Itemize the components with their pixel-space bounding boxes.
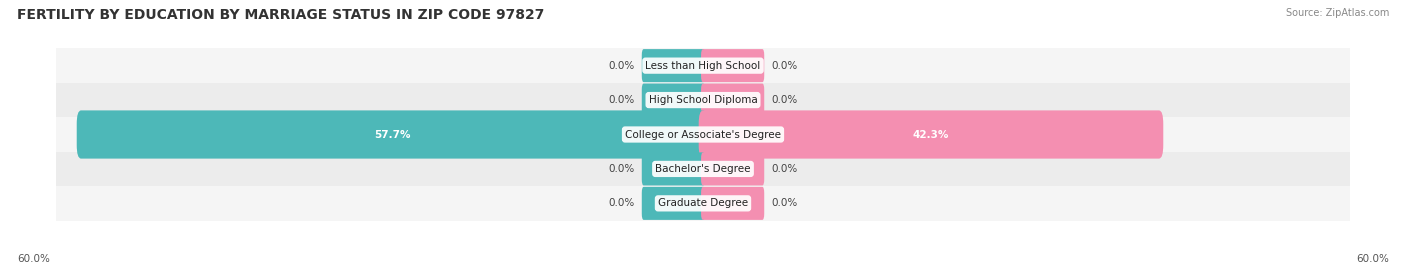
FancyBboxPatch shape [641,84,704,116]
FancyBboxPatch shape [702,187,765,220]
FancyBboxPatch shape [699,110,1163,159]
Text: Graduate Degree: Graduate Degree [658,198,748,208]
Text: FERTILITY BY EDUCATION BY MARRIAGE STATUS IN ZIP CODE 97827: FERTILITY BY EDUCATION BY MARRIAGE STATU… [17,8,544,22]
Text: 42.3%: 42.3% [912,129,949,140]
FancyBboxPatch shape [702,84,765,116]
Bar [56,117,1350,152]
FancyBboxPatch shape [702,153,765,185]
Text: Less than High School: Less than High School [645,61,761,71]
Text: 0.0%: 0.0% [609,198,636,208]
Text: 60.0%: 60.0% [1357,254,1389,264]
FancyBboxPatch shape [641,153,704,185]
Text: 0.0%: 0.0% [770,61,797,71]
FancyBboxPatch shape [702,49,765,82]
Text: 0.0%: 0.0% [770,95,797,105]
Text: 0.0%: 0.0% [609,95,636,105]
Text: 0.0%: 0.0% [770,164,797,174]
FancyBboxPatch shape [641,187,704,220]
FancyBboxPatch shape [77,110,707,159]
Text: Bachelor's Degree: Bachelor's Degree [655,164,751,174]
Bar [56,186,1350,221]
Text: 0.0%: 0.0% [770,198,797,208]
Text: 0.0%: 0.0% [609,61,636,71]
Bar [56,83,1350,117]
Bar [56,48,1350,83]
Text: 0.0%: 0.0% [609,164,636,174]
Text: 60.0%: 60.0% [17,254,49,264]
Text: College or Associate's Degree: College or Associate's Degree [626,129,780,140]
Bar [56,152,1350,186]
Text: 57.7%: 57.7% [374,129,411,140]
FancyBboxPatch shape [641,49,704,82]
Text: High School Diploma: High School Diploma [648,95,758,105]
Text: Source: ZipAtlas.com: Source: ZipAtlas.com [1285,8,1389,18]
